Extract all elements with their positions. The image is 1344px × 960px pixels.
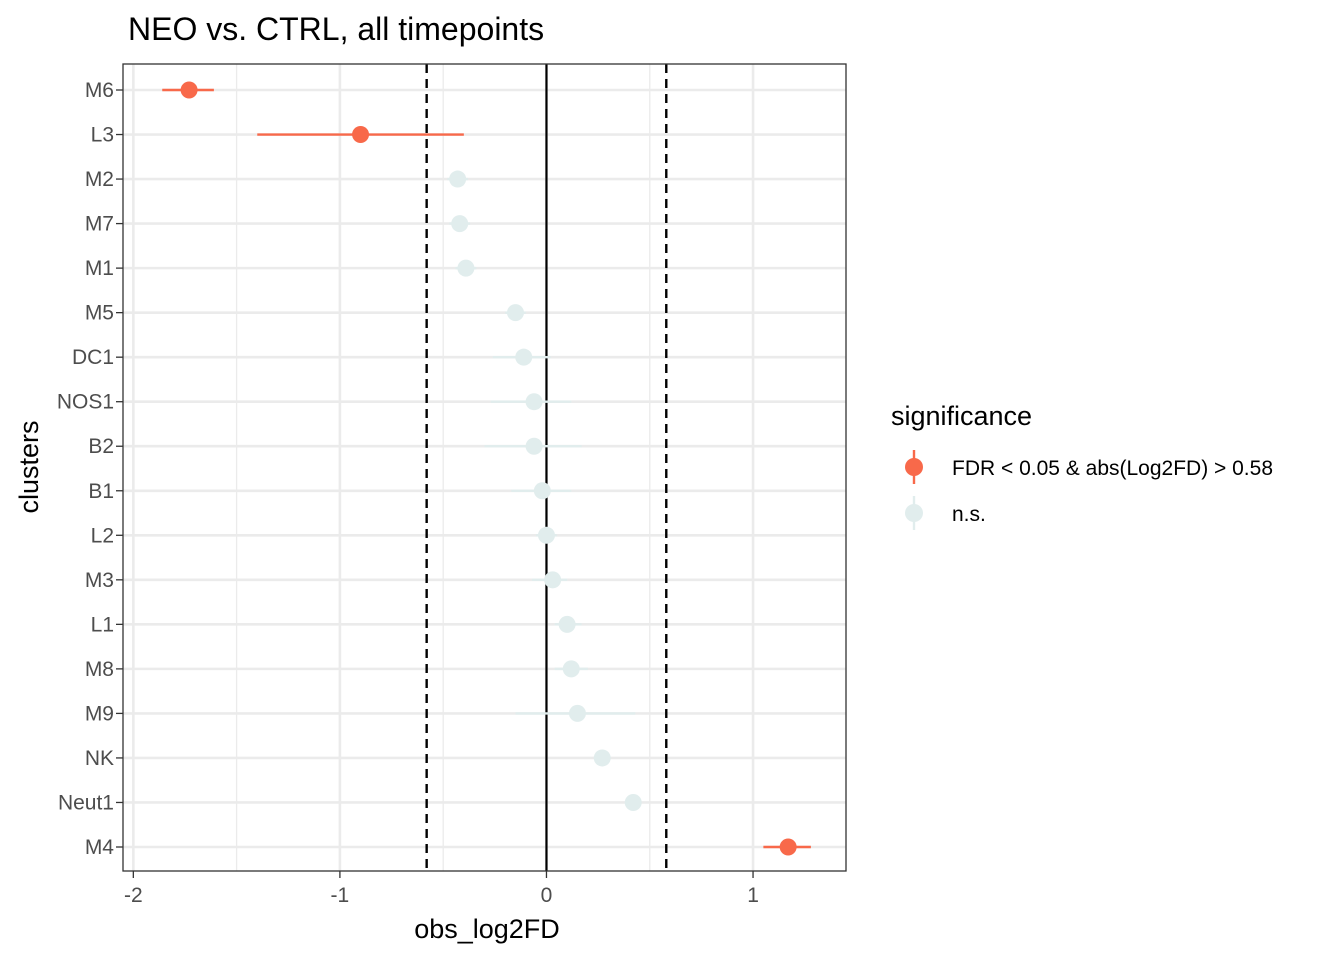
reference-lines — [425, 64, 668, 871]
point-B1 — [511, 482, 572, 500]
legend-entries: FDR < 0.05 & abs(Log2FD) > 0.58 n.s. — [905, 450, 1273, 530]
y-tick-label: NOS1 — [57, 391, 114, 414]
point-L2 — [536, 526, 557, 544]
y-tick-label: L1 — [91, 613, 114, 636]
point-marker — [180, 81, 198, 99]
legend-key-point — [905, 504, 923, 522]
point-DC1 — [492, 348, 551, 366]
point-marker — [779, 838, 797, 856]
y-tick-label: M3 — [85, 569, 114, 592]
point-marker — [525, 393, 543, 411]
point-marker — [449, 170, 467, 188]
point-B2 — [484, 437, 582, 455]
y-tick-label: M4 — [85, 836, 114, 859]
data-points — [162, 81, 811, 856]
y-tick-label: M7 — [85, 213, 114, 236]
point-L1 — [554, 615, 582, 633]
y-tick-label: M8 — [85, 658, 114, 681]
point-M3 — [532, 571, 568, 589]
point-M5 — [505, 304, 526, 322]
x-axis-label: obs_log2FD — [414, 914, 560, 944]
plot-border — [122, 63, 847, 872]
point-marker — [352, 126, 370, 144]
point-marker — [533, 482, 551, 500]
point-marker — [506, 304, 524, 322]
x-axis: -2 -1 0 1 — [124, 871, 759, 907]
point-NK — [593, 749, 611, 767]
point-M7 — [449, 215, 471, 233]
point-marker — [457, 259, 475, 277]
y-tick-label: M6 — [85, 79, 114, 102]
point-marker — [451, 215, 469, 233]
point-marker — [525, 437, 543, 455]
point-L3 — [257, 126, 464, 144]
x-tick-label: -1 — [331, 884, 350, 907]
y-tick-label: M9 — [85, 702, 114, 725]
y-tick-label: L2 — [91, 524, 114, 547]
y-tick-label: NK — [85, 747, 114, 770]
point-Neut1 — [624, 793, 642, 811]
chart-title: NEO vs. CTRL, all timepoints — [128, 11, 544, 47]
point-M1 — [455, 259, 477, 277]
legend-label: n.s. — [952, 503, 986, 526]
point-marker — [562, 660, 580, 678]
legend-key-point — [905, 458, 923, 476]
y-tick-label: M1 — [85, 257, 114, 280]
y-tick-label: Neut1 — [58, 791, 114, 814]
point-marker — [515, 348, 533, 366]
legend-label: FDR < 0.05 & abs(Log2FD) > 0.58 — [952, 457, 1273, 480]
y-tick-label: L3 — [91, 124, 114, 147]
point-NOS1 — [490, 393, 572, 411]
point-M9 — [515, 704, 636, 722]
y-axis-label: clusters — [14, 420, 44, 513]
point-marker — [544, 571, 562, 589]
point-marker — [593, 749, 611, 767]
point-marker — [537, 526, 555, 544]
point-M4 — [763, 838, 811, 856]
plot-panel — [123, 64, 846, 871]
y-axis: M6 L3 M2 M7 M1 M5 DC1 NOS1 B2 B1 L2 M3 L1 M8 M9 NK Neut1… — [57, 79, 123, 859]
point-M6 — [162, 81, 214, 99]
point-marker — [558, 615, 576, 633]
legend-entry: FDR < 0.05 & abs(Log2FD) > 0.58 — [905, 450, 1273, 484]
y-tick-label: M2 — [85, 168, 114, 191]
y-tick-label: B2 — [88, 435, 114, 458]
x-tick-label: 0 — [541, 884, 553, 907]
point-marker — [568, 704, 586, 722]
y-tick-label: B1 — [88, 480, 114, 503]
legend: significance FDR < 0.05 & abs(Log2FD) > … — [891, 401, 1273, 530]
point-M2 — [447, 170, 468, 188]
y-tick-label: M5 — [85, 302, 114, 325]
point-M8 — [554, 660, 588, 678]
y-tick-label: DC1 — [72, 346, 114, 369]
x-tick-label: -2 — [124, 884, 143, 907]
legend-entry: n.s. — [905, 496, 986, 530]
legend-title: significance — [891, 401, 1032, 431]
x-tick-label: 1 — [747, 884, 759, 907]
point-marker — [624, 793, 642, 811]
